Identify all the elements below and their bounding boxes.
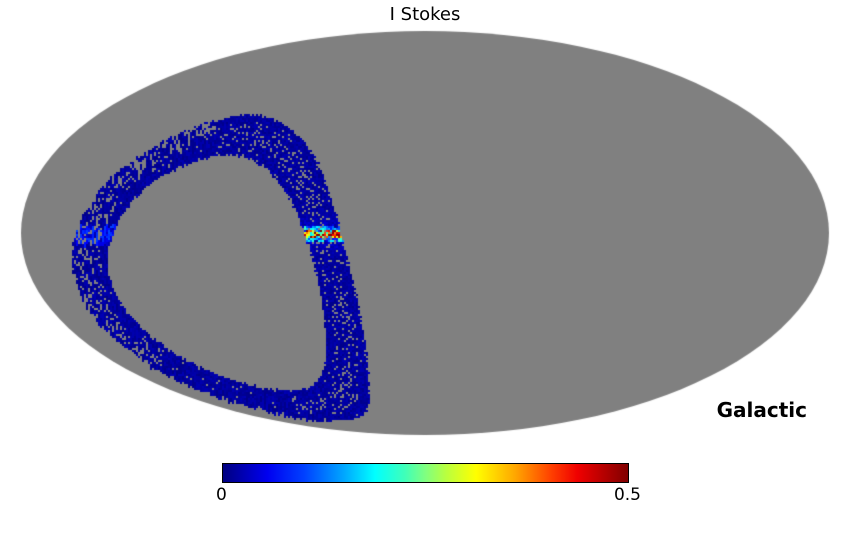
colorbar-max-label: 0.5 bbox=[613, 485, 641, 505]
colorbar-gradient bbox=[222, 463, 629, 483]
colorbar-min-label: 0 bbox=[216, 485, 227, 505]
plot-title: I Stokes bbox=[389, 4, 461, 25]
coordinate-system-label: Galactic bbox=[716, 398, 807, 422]
